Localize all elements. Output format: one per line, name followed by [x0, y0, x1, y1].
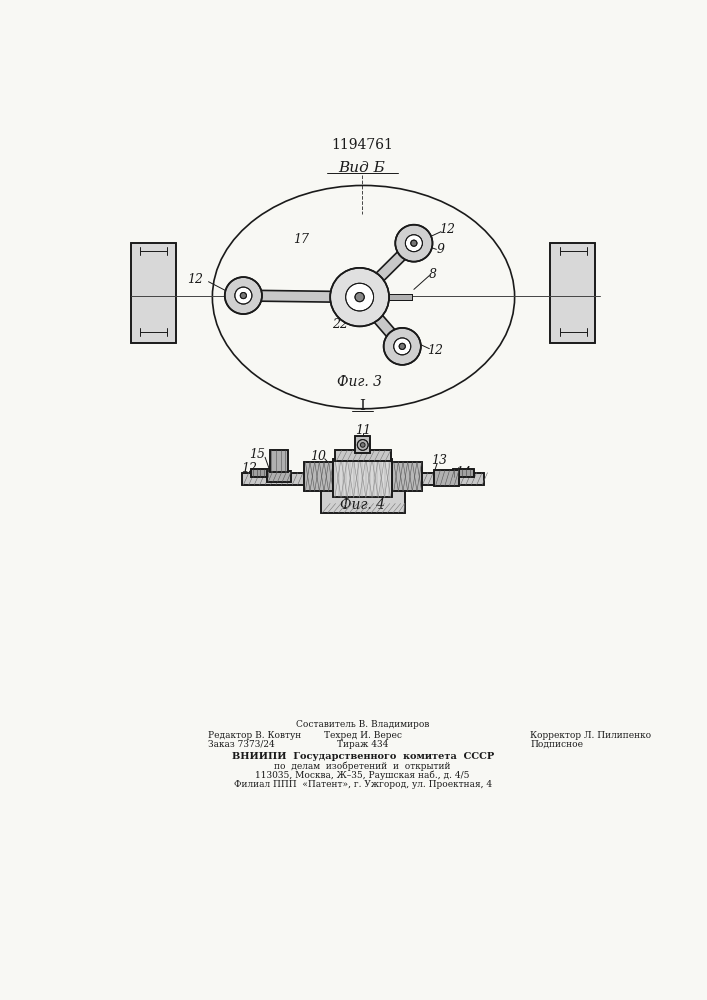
Circle shape [384, 328, 421, 365]
Bar [434, 470, 459, 486]
Text: Редактор В. Ковтун: Редактор В. Ковтун [209, 731, 302, 740]
Circle shape [225, 277, 262, 314]
Circle shape [357, 440, 368, 450]
Text: I: I [359, 399, 365, 413]
Bar [452, 469, 474, 477]
Bar [355, 436, 370, 453]
Circle shape [235, 287, 252, 304]
Bar [335, 450, 391, 461]
Polygon shape [356, 294, 407, 350]
Text: Филиал ППП  «Патент», г. Ужгород, ул. Проектная, 4: Филиал ППП «Патент», г. Ужгород, ул. Про… [233, 780, 492, 789]
Circle shape [355, 292, 364, 302]
Polygon shape [243, 290, 360, 302]
Text: 11: 11 [355, 424, 370, 437]
Bar [333, 459, 392, 497]
Circle shape [361, 443, 365, 447]
Bar [251, 469, 273, 477]
Text: 9: 9 [437, 243, 445, 256]
Text: Заказ 7373/24: Заказ 7373/24 [209, 740, 275, 749]
Text: Тираж 434: Тираж 434 [337, 740, 388, 749]
Text: ВНИИПИ  Государственного  комитета  СССР: ВНИИПИ Государственного комитета СССР [232, 752, 494, 761]
Text: 1194761: 1194761 [331, 138, 393, 152]
Bar [131, 243, 176, 343]
Bar [452, 469, 474, 477]
Text: Фиг. 3: Фиг. 3 [337, 375, 382, 389]
Text: 113035, Москва, Ж–35, Раушская наб., д. 4/5: 113035, Москва, Ж–35, Раушская наб., д. … [255, 771, 470, 780]
Bar [304, 462, 333, 491]
Circle shape [399, 343, 405, 349]
Text: 8: 8 [429, 267, 437, 280]
Text: Корректор Л. Пилипенко: Корректор Л. Пилипенко [530, 731, 651, 740]
Text: 14: 14 [455, 466, 471, 479]
Text: 12: 12 [439, 223, 455, 236]
Text: по  делам  изобретений  и  открытий: по делам изобретений и открытий [274, 761, 451, 771]
Bar [392, 462, 421, 491]
Circle shape [394, 338, 411, 355]
Bar [267, 471, 291, 482]
Text: Составитель В. Владимиров: Составитель В. Владимиров [296, 720, 429, 729]
Bar [251, 469, 273, 477]
Circle shape [330, 268, 389, 326]
Text: Техред И. Верес: Техред И. Верес [324, 731, 402, 740]
Circle shape [411, 240, 417, 246]
Text: Подписное: Подписное [530, 740, 583, 749]
Bar [131, 243, 176, 343]
Bar [550, 243, 595, 343]
Bar [355, 436, 370, 453]
Bar [366, 294, 412, 300]
Bar [366, 294, 412, 300]
Text: Фиг. 4: Фиг. 4 [340, 498, 385, 512]
Bar [242, 473, 484, 485]
Bar [392, 462, 421, 491]
Text: 12: 12 [241, 462, 257, 475]
Text: 22: 22 [332, 318, 349, 331]
Polygon shape [356, 239, 418, 301]
Bar [434, 470, 459, 486]
Text: Вид Б: Вид Б [339, 161, 385, 175]
Bar [270, 450, 288, 472]
Text: 12: 12 [428, 344, 443, 358]
Bar [321, 476, 404, 513]
Text: 12: 12 [187, 273, 204, 286]
Circle shape [240, 292, 247, 299]
Bar [335, 450, 391, 461]
Text: 13: 13 [431, 454, 448, 467]
Bar [267, 471, 291, 482]
Circle shape [346, 283, 373, 311]
Bar [321, 476, 404, 513]
Bar [550, 243, 595, 343]
Bar [304, 462, 333, 491]
Circle shape [405, 235, 422, 252]
Bar [333, 459, 392, 497]
Text: 10: 10 [310, 450, 326, 463]
Bar [242, 473, 484, 485]
Text: 17: 17 [293, 233, 310, 246]
Bar [270, 450, 288, 472]
Text: 15: 15 [250, 448, 265, 461]
Circle shape [395, 225, 433, 262]
